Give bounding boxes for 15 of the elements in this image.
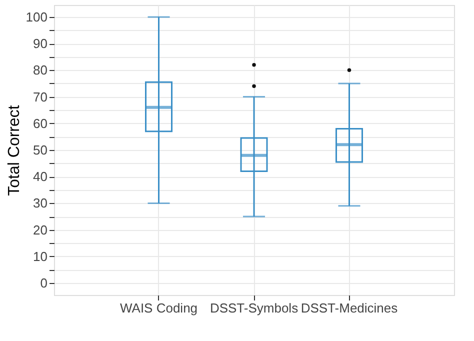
y-tick-label: 60 <box>33 116 48 131</box>
y-tick-label: 50 <box>33 142 48 158</box>
y-tick-label: 20 <box>33 222 48 238</box>
y-tick-label: 40 <box>33 169 48 184</box>
x-tick-label: WAIS Coding <box>120 300 198 316</box>
y-tick-label: 80 <box>33 62 48 78</box>
y-tick-label: 90 <box>33 36 48 52</box>
y-tick-label: 10 <box>33 248 48 264</box>
y-tick-label: 0 <box>40 276 48 291</box>
x-tick-label: DSST-Medicines <box>300 300 398 316</box>
y-axis-title: Total Correct <box>6 104 23 196</box>
y-tick-label: 30 <box>33 196 48 211</box>
x-tick-label: DSST-Symbols <box>210 300 299 316</box>
y-tick-label: 100 <box>26 9 48 24</box>
y-tick-label: 70 <box>33 89 48 104</box>
